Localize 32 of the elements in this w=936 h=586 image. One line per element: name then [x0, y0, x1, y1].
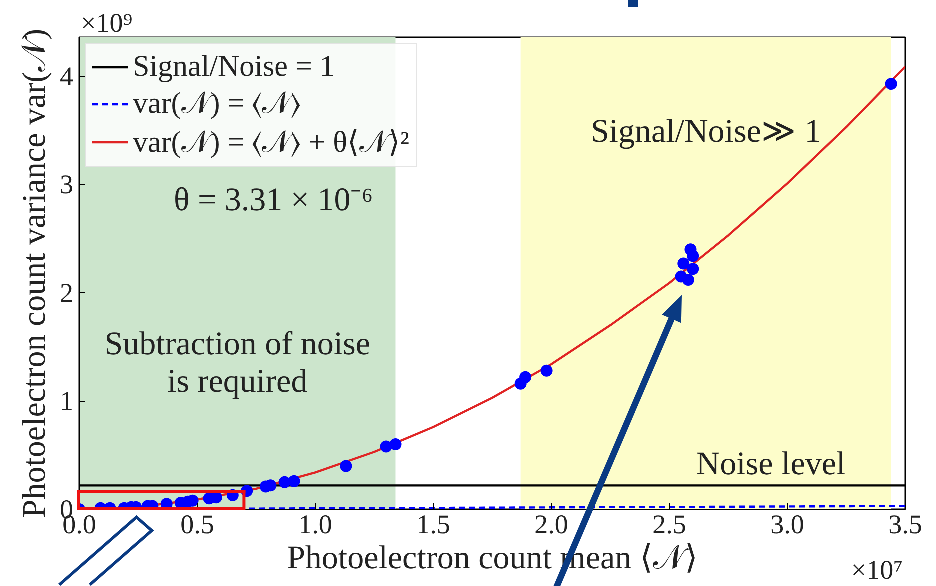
point: [684, 244, 697, 256]
text: ×10⁷: [851, 555, 903, 585]
legend-label: var(𝒩) = ⟨𝒩⟩: [133, 87, 302, 121]
x-tick-label: 1.0: [298, 510, 332, 540]
point: [288, 475, 300, 488]
point: [885, 78, 898, 90]
y-tick-label: 3: [60, 170, 74, 200]
y-tick-label: 2: [60, 278, 74, 308]
x-tick-label: 1.5: [416, 510, 450, 540]
point: [678, 258, 690, 270]
point: [682, 274, 694, 286]
legend-label: Signal/Noise = 1: [133, 50, 335, 84]
point: [520, 371, 532, 384]
x-tick-label: 2.0: [534, 510, 568, 540]
point: [687, 263, 700, 276]
band-label: Subtraction of noise is required: [104, 326, 371, 400]
legend-label: var(𝒩) = ⟨𝒩⟩ + θ⟨𝒩⟩²: [133, 125, 410, 160]
point: [340, 460, 352, 472]
band-label: Signal/Noise≫ 1: [590, 114, 822, 150]
point: [390, 438, 402, 451]
annotation: θ = 3.31 × 10⁻⁶: [174, 182, 374, 218]
x-tick-label: 3.0: [770, 510, 804, 540]
point: [540, 364, 553, 377]
x-tick-label: 2.5: [652, 510, 686, 540]
point: [380, 440, 392, 453]
y-tick-label: 4: [60, 61, 74, 92]
x-tick-label: 0.5: [180, 510, 214, 540]
annotation: ×10⁹: [81, 8, 133, 38]
x-tick-label: 3.5: [888, 510, 922, 540]
annotation: Noise level: [696, 446, 846, 483]
y-tick-label: 1: [60, 386, 74, 416]
y-axis-title: Photoelectron count variance var(𝒩): [17, 28, 53, 518]
